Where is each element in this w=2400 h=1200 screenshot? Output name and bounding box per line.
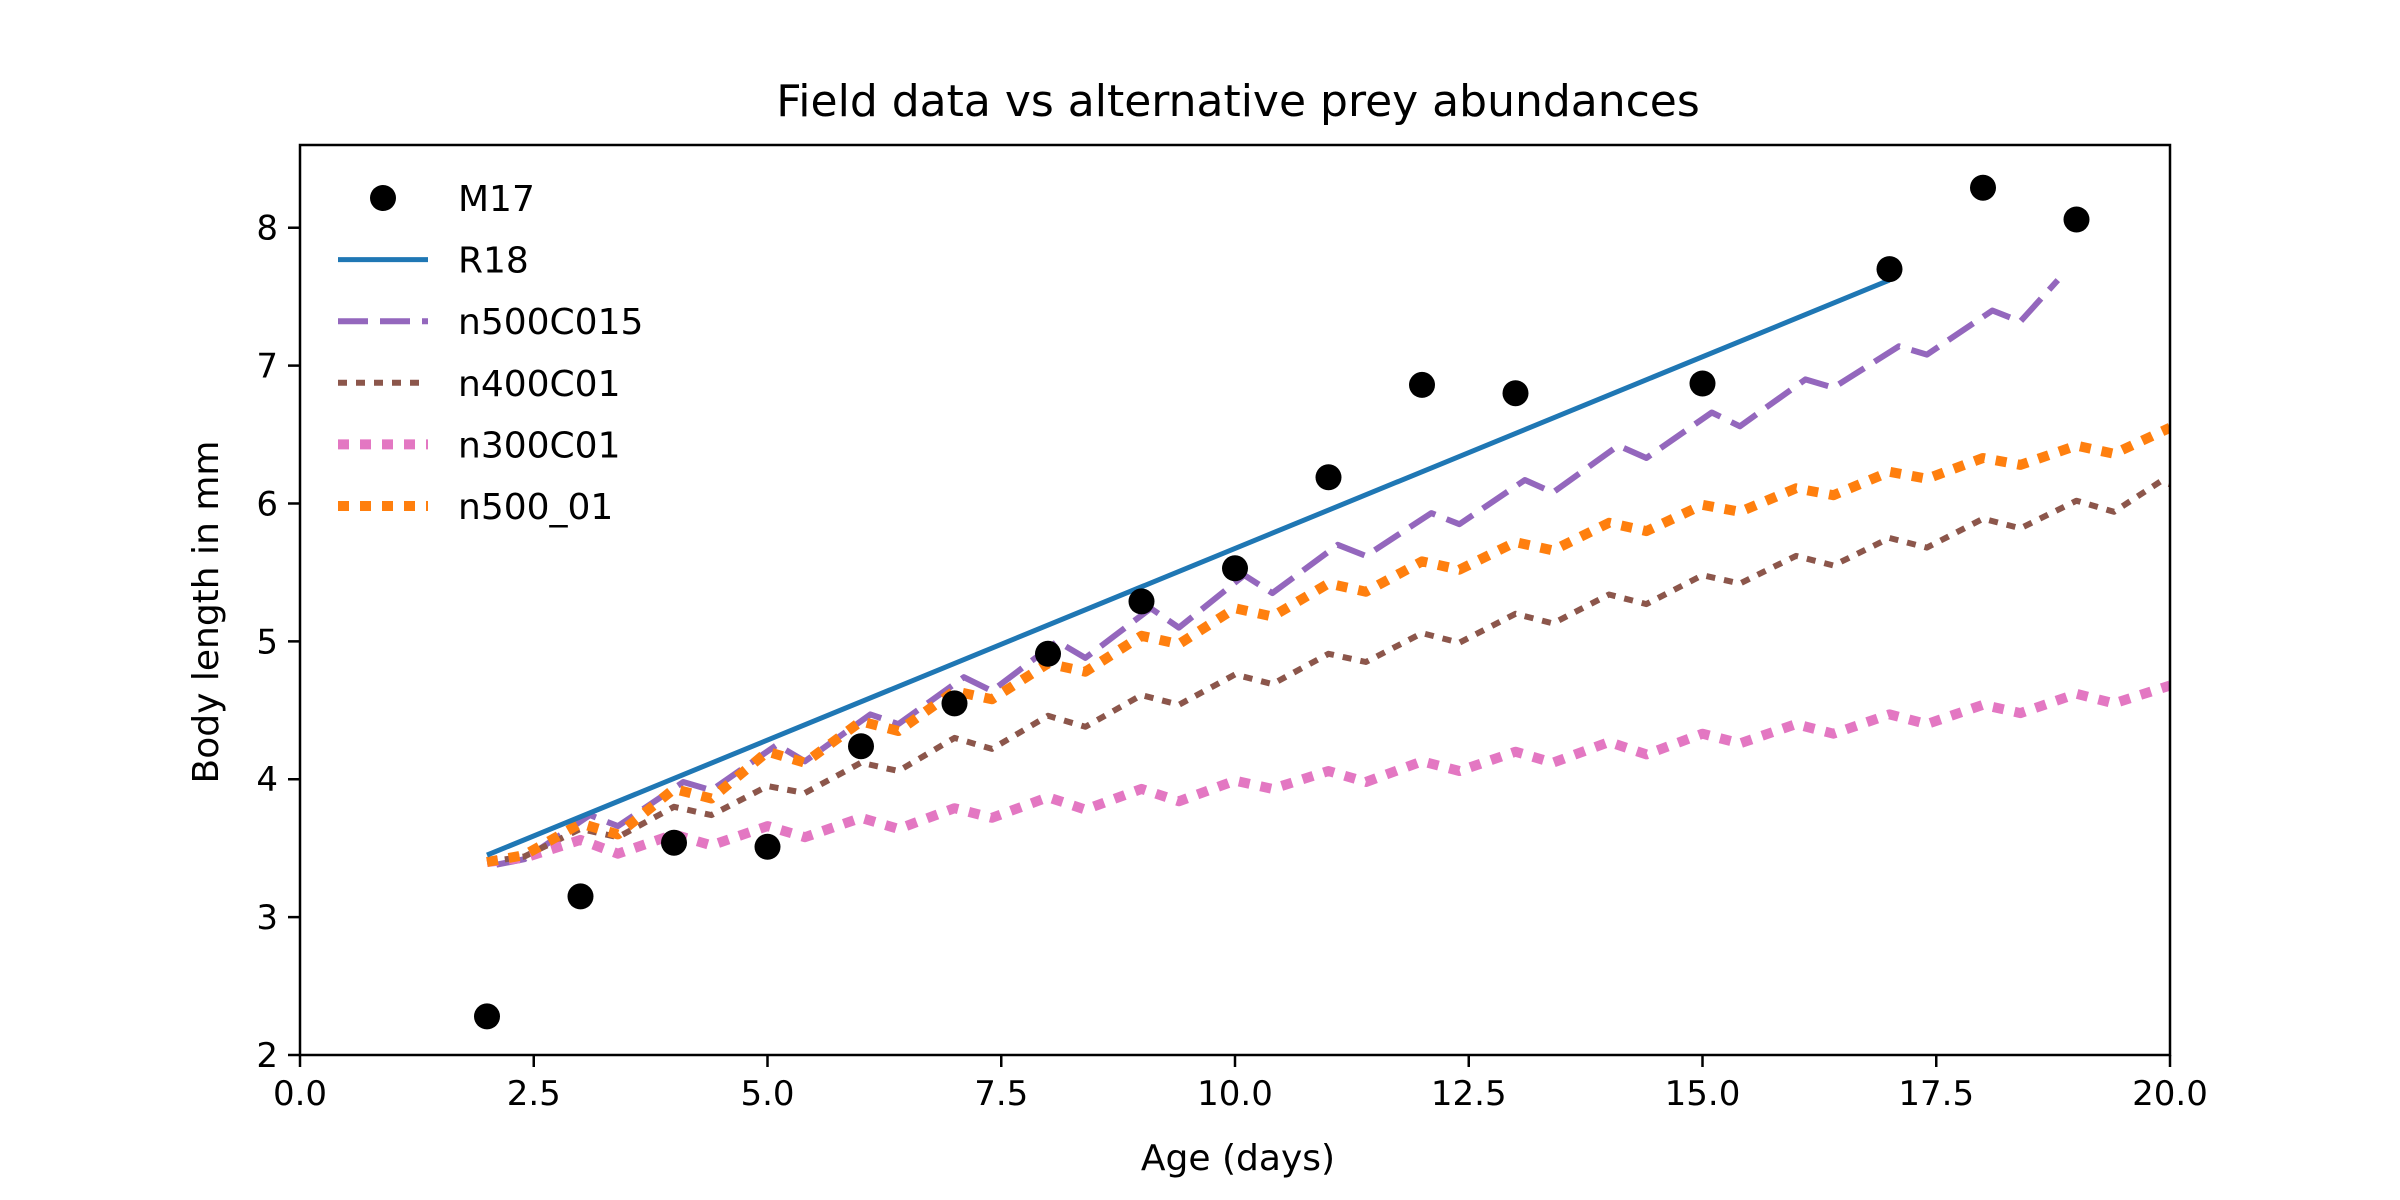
data-point-m17 bbox=[567, 883, 594, 910]
y-tick-label: 4 bbox=[256, 760, 278, 800]
y-tick-label: 6 bbox=[256, 484, 278, 524]
series-line-n300c01 bbox=[486, 680, 2170, 867]
x-tick-label: 17.5 bbox=[1898, 1074, 1974, 1114]
data-point-m17 bbox=[661, 829, 687, 856]
legend-label-r18: R18 bbox=[458, 241, 529, 282]
data-point-m17 bbox=[474, 1003, 500, 1030]
x-tick-label: 2.5 bbox=[507, 1074, 561, 1114]
data-point-m17 bbox=[941, 690, 968, 717]
legend-label-n500c015: n500C015 bbox=[458, 302, 643, 343]
data-point-m17 bbox=[1128, 588, 1155, 615]
data-point-m17 bbox=[1222, 555, 1248, 582]
x-tick-label: 12.5 bbox=[1431, 1074, 1507, 1114]
data-point-m17 bbox=[1970, 174, 1996, 201]
y-tick-label: 8 bbox=[256, 209, 278, 249]
legend: M17 R18 n500C015 n400C01 n300C01 n500_01 bbox=[338, 179, 643, 528]
y-tick-label: 3 bbox=[256, 898, 278, 938]
x-tick-label: 20.0 bbox=[2132, 1074, 2208, 1114]
data-point-m17 bbox=[1315, 464, 1342, 491]
legend-label-n500-01: n500_01 bbox=[458, 487, 613, 528]
data-point-m17 bbox=[1502, 380, 1529, 407]
data-point-m17 bbox=[754, 833, 781, 860]
data-point-m17 bbox=[848, 733, 874, 760]
data-point-m17 bbox=[2063, 206, 2090, 233]
y-tick-label: 7 bbox=[256, 347, 278, 387]
chart-title: Field data vs alternative prey abundance… bbox=[776, 76, 1700, 127]
data-point-m17 bbox=[1689, 370, 1716, 397]
x-axis-label: Age (days) bbox=[1141, 1138, 1335, 1179]
y-tick-label: 5 bbox=[256, 622, 278, 662]
plot-area bbox=[474, 174, 2170, 1030]
x-tick-label: 7.5 bbox=[974, 1074, 1028, 1114]
x-tick-label: 15.0 bbox=[1665, 1074, 1741, 1114]
series-line-n400c01 bbox=[486, 478, 2170, 865]
data-point-m17 bbox=[1876, 256, 1903, 283]
x-tick-label: 10.0 bbox=[1197, 1074, 1273, 1114]
legend-label-n300c01: n300C01 bbox=[458, 425, 620, 466]
x-tick-label: 5.0 bbox=[740, 1074, 794, 1114]
y-tick-label: 2 bbox=[256, 1036, 278, 1076]
legend-marker-m17 bbox=[370, 185, 396, 211]
y-axis-label: Body length in mm bbox=[186, 441, 227, 784]
legend-label-m17: M17 bbox=[458, 179, 535, 220]
axes: 0.0 2.5 5.0 7.5 10.0 12.5 15.0 17.5 20.0 2 3 4 5 6 7 8 bbox=[256, 143, 2208, 1114]
x-tick-label: 0.0 bbox=[273, 1074, 327, 1114]
data-point-m17 bbox=[1409, 371, 1435, 398]
data-point-m17 bbox=[1035, 640, 1061, 667]
series-line-r18 bbox=[486, 277, 1891, 858]
legend-label-n400c01: n400C01 bbox=[458, 364, 620, 405]
